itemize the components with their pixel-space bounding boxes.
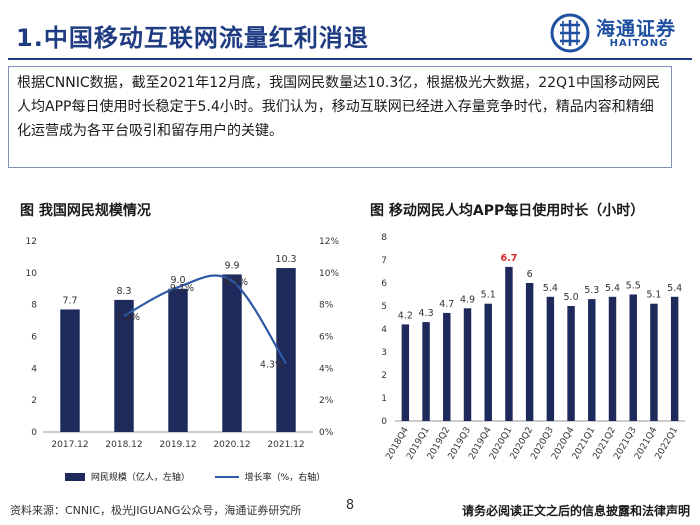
chart1-title: 图 我国网民规模情况 — [20, 203, 151, 219]
y-tick: 0 — [381, 417, 387, 427]
bar — [546, 296, 555, 421]
y-left-tick: 6 — [31, 333, 37, 343]
page-title: 1.中国移动互联网流量红利消退 — [16, 24, 369, 52]
legend-bar-label: 网民规模（亿人，左轴） — [90, 473, 190, 483]
line-data-label: 9.5% — [224, 277, 248, 288]
app-usage-chart: 0123456784.22018Q44.32019Q14.72019Q24.92… — [381, 233, 685, 461]
y-tick: 8 — [381, 233, 387, 243]
bar-data-label: 5.1 — [646, 290, 661, 301]
x-tick-label: 2020.12 — [213, 440, 250, 450]
line-data-label: 4.3% — [260, 360, 284, 371]
bar — [670, 296, 679, 421]
bar-data-label: 5.0 — [564, 292, 579, 303]
bar-data-label: 5.4 — [667, 283, 682, 294]
bar-data-label: 6.7 — [501, 253, 518, 264]
bar — [443, 312, 451, 421]
bar-data-label: 5.4 — [543, 283, 558, 294]
bar-data-label: 9.9 — [224, 260, 239, 271]
line-data-label: 9.1% — [170, 283, 194, 294]
footer-source: 资料来源：CNNIC，极光JIGUANG公众号，海通证券研究所 — [10, 504, 302, 517]
y-tick: 2 — [381, 371, 387, 381]
y-left-tick: 0 — [31, 428, 37, 438]
y-left-tick: 4 — [31, 364, 37, 374]
logo-cn: 海通证券 — [596, 18, 677, 40]
y-right-tick: 0% — [319, 428, 334, 438]
page-number: 8 — [345, 498, 355, 513]
bar-data-label: 4.9 — [460, 294, 475, 305]
y-right-tick: 2% — [319, 396, 334, 406]
chart2-title: 图 移动网民人均APP每日使用时长（小时） — [370, 203, 645, 219]
y-left-tick: 8 — [31, 301, 37, 311]
bar-data-label: 6 — [527, 269, 533, 280]
bar — [608, 296, 617, 421]
bar — [276, 268, 296, 432]
bar-data-label: 10.3 — [275, 254, 296, 265]
bar-data-label: 8.3 — [116, 286, 131, 297]
y-tick: 4 — [381, 325, 387, 335]
chart1-legend: 网民规模（亿人，左轴） 增长率（%，右轴） — [65, 470, 325, 483]
bar — [588, 299, 596, 421]
y-right-tick: 8% — [319, 301, 334, 311]
bar — [505, 266, 513, 421]
x-tick-label: 2019.12 — [159, 440, 196, 450]
y-left-tick: 2 — [31, 396, 37, 406]
bar — [114, 299, 134, 432]
logo: 海通证券 HAITONG — [546, 12, 696, 54]
bar-data-label: 5.1 — [481, 290, 496, 301]
y-right-tick: 6% — [319, 333, 334, 343]
y-tick: 5 — [381, 302, 387, 312]
bar — [525, 283, 534, 421]
bar — [422, 322, 430, 421]
bar — [60, 309, 80, 432]
x-tick-label: 2018.12 — [105, 440, 142, 450]
y-right-tick: 12% — [319, 237, 339, 247]
line-data-label: 7.3% — [116, 312, 140, 323]
bar — [168, 288, 188, 432]
bar — [567, 306, 575, 421]
disclaimer: 请务必阅读正文之后的信息披露和法律声明 — [461, 504, 690, 518]
bar — [650, 303, 658, 421]
growth-rate-line — [123, 274, 287, 365]
logo-en: HAITONG — [609, 38, 669, 49]
y-tick: 3 — [381, 348, 387, 358]
bar-data-label: 4.2 — [398, 310, 413, 321]
y-right-tick: 10% — [319, 269, 339, 279]
y-left-tick: 12 — [26, 237, 37, 247]
bar — [401, 324, 410, 421]
bar-data-label: 7.7 — [62, 295, 77, 306]
bar-data-label: 9.0 — [170, 275, 185, 286]
title-rule — [8, 58, 692, 60]
bar — [222, 274, 242, 432]
bar-data-label: 5.4 — [605, 283, 620, 294]
x-tick-label: 2021.12 — [267, 440, 304, 450]
bar-data-label: 4.3 — [419, 308, 434, 319]
y-left-tick: 10 — [26, 269, 38, 279]
y-tick: 1 — [381, 394, 387, 404]
legend-line-label: 增长率（%，右轴） — [244, 473, 326, 483]
bar-data-label: 5.5 — [626, 281, 641, 292]
netizen-chart: 0 2 4 6 8 10 12 0% 2% 4% 6% 8% 10% 12% 7.7 2017.12 8.3 20… — [26, 237, 340, 450]
legend-bar-swatch — [65, 472, 85, 481]
bar — [463, 308, 472, 421]
y-tick: 6 — [381, 279, 387, 289]
x-tick-label: 2017.12 — [51, 440, 88, 450]
legend-line-swatch — [214, 475, 239, 478]
y-right-tick: 4% — [319, 364, 334, 374]
bar — [484, 303, 492, 421]
summary-box: 根据CNNIC数据，截至2021年12月底，我国网民数量达10.3亿，根据极光大… — [8, 66, 672, 168]
y-tick: 7 — [381, 256, 387, 266]
bar-data-label: 4.7 — [439, 299, 454, 310]
bar — [629, 294, 637, 421]
bar-data-label: 5.3 — [584, 285, 599, 296]
haitong-logo-icon — [550, 13, 590, 53]
